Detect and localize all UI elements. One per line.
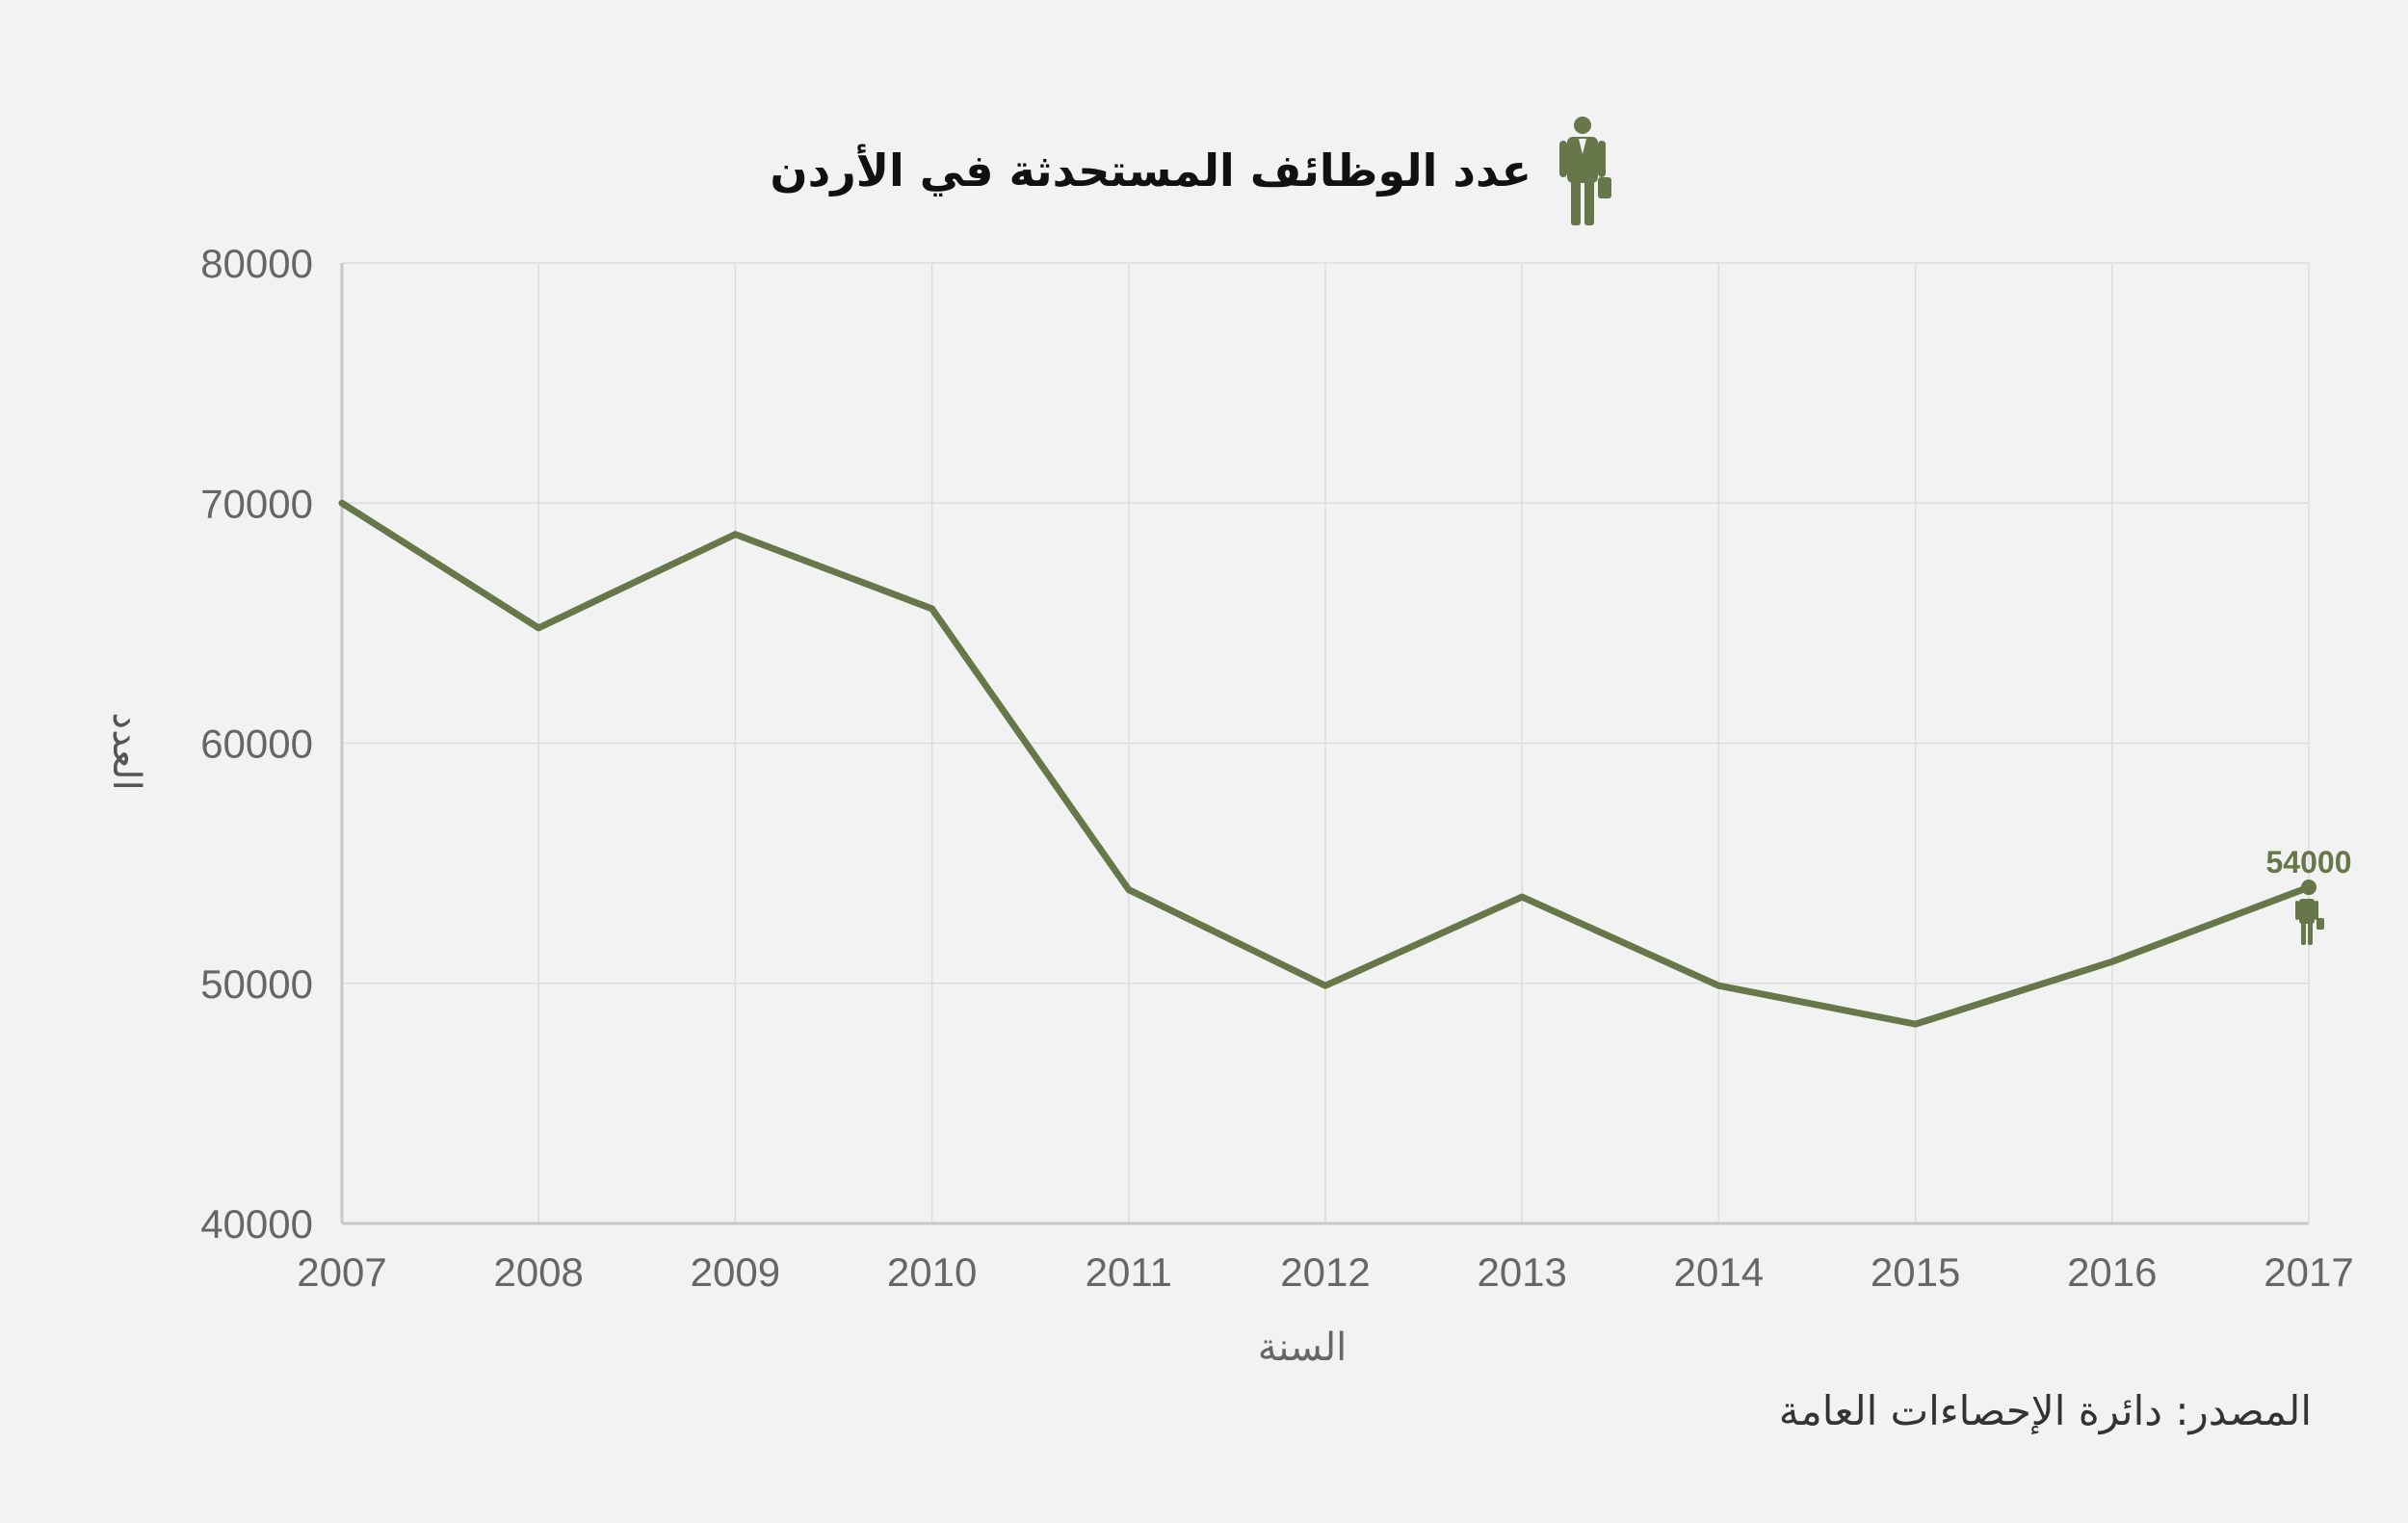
annotation: 54000 xyxy=(2266,845,2352,946)
y-tick-label: 40000 xyxy=(200,1201,313,1247)
businessman-icon xyxy=(1559,117,1611,225)
x-tick-label: 2017 xyxy=(2264,1249,2353,1295)
x-tick-label: 2014 xyxy=(1674,1249,1764,1295)
data-label: 54000 xyxy=(2266,845,2352,880)
x-tick-label: 2007 xyxy=(297,1249,386,1295)
series xyxy=(338,499,2313,1028)
source-note: المصدر: دائرة الإحصاءات العامة xyxy=(1778,1387,2312,1434)
x-tick-label: 2011 xyxy=(1086,1249,1172,1295)
x-tick-label: 2015 xyxy=(1871,1249,1960,1295)
x-tick-label: 2010 xyxy=(887,1249,977,1295)
x-tick-label: 2009 xyxy=(691,1249,780,1295)
y-tick-label: 80000 xyxy=(200,241,313,286)
axes xyxy=(340,263,2309,1225)
y-tick-label: 70000 xyxy=(200,481,313,526)
x-tick-label: 2008 xyxy=(493,1249,583,1295)
axis-labels: السنة العدد xyxy=(104,712,1347,1370)
grid xyxy=(341,262,2310,1223)
tick-labels: 40000 50000 60000 70000 80000 2007 2008 2009 201… xyxy=(200,241,2354,1295)
y-axis-title: العدد xyxy=(104,712,148,790)
chart-title: عدد الوظائف المستحدثة في الأردن xyxy=(770,144,1531,197)
series-line xyxy=(338,499,2313,1028)
x-tick-label: 2012 xyxy=(1280,1249,1370,1295)
title-block: عدد الوظائف المستحدثة في الأردن xyxy=(0,116,2408,231)
y-tick-label: 60000 xyxy=(200,722,313,767)
businessman-icon xyxy=(2295,899,2324,946)
x-tick-label: 2013 xyxy=(1477,1249,1566,1295)
data-point-marker xyxy=(2301,880,2316,896)
x-tick-label: 2016 xyxy=(2067,1249,2157,1295)
y-tick-label: 50000 xyxy=(200,961,313,1007)
x-axis-title: السنة xyxy=(1258,1326,1348,1370)
